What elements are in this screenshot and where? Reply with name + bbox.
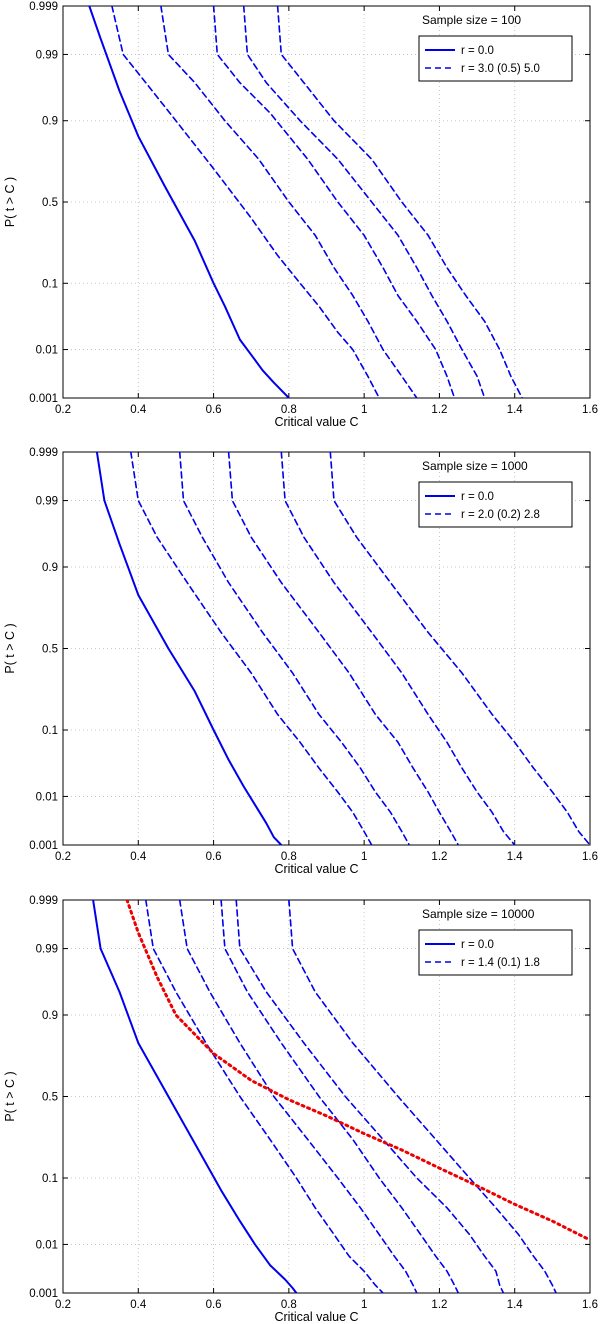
x-tick-label: 0.8 [281,851,297,863]
series-line [130,452,373,845]
y-tick-label: 0.999 [29,447,58,459]
chart-panel: 0.2 0.4 0.6 0.8 1 1.2 1.4 1.6 0.001 0.01 0.1 0.5 0.9… [3,447,598,876]
x-tick-label: 1.4 [507,1299,524,1311]
chart-panel: 0.2 0.4 0.6 0.8 1 1.2 1.4 1.6 0.001 0.01 0.1 0.5 0.9… [3,1,598,429]
series-line [92,900,298,1293]
series-group [92,900,590,1293]
x-tick-label: 0.2 [55,1299,71,1311]
y-tick-label: 0.99 [36,496,58,508]
series-line [88,6,290,398]
series-line [160,6,418,398]
series-line [212,6,456,398]
y-tick-label: 0.9 [42,1010,58,1022]
y-axis-label: P( t > C ) [3,1071,17,1121]
x-tick-label: 1 [361,1299,367,1311]
overlay-curve [125,900,590,1242]
chart-title: Sample size = 10000 [422,907,535,921]
chart-panel: 0.2 0.4 0.6 0.8 1 1.2 1.4 1.6 0.001 0.01 0.1 0.5 0.9… [3,895,598,1324]
series-line [276,6,523,398]
x-tick-label: 0.8 [281,404,297,416]
legend-label: r = 0.0 [461,45,494,57]
series-group [88,6,523,398]
x-tick-label: 1.4 [507,404,524,416]
x-tick-label: 1.6 [582,404,598,416]
y-tick-label: 0.9 [42,562,58,574]
series-line [111,6,380,398]
x-tick-label: 0.2 [55,851,71,863]
y-tick-label: 0.99 [36,49,58,61]
series-line [178,452,411,845]
y-tick-label: 0.99 [36,944,58,956]
y-tick-label: 0.1 [42,725,58,737]
series-line [145,900,384,1293]
y-axis-label: P( t > C ) [3,177,17,227]
y-tick-label: 0.999 [29,1,58,13]
series-line [235,900,505,1293]
legend-label: r = 0.0 [461,939,494,951]
x-tick-label: 1.2 [431,1299,447,1311]
chart-title: Sample size = 100 [422,13,521,27]
legend-label: r = 0.0 [461,491,494,503]
legend-label: r = 2.0 (0.2) 2.8 [461,509,540,521]
series-line [227,452,460,845]
x-axis-label: Critical value C [274,1310,358,1324]
series-group [95,452,590,845]
y-tick-label: 0.01 [36,791,58,803]
x-tick-label: 0.4 [130,404,147,416]
x-tick-label: 1.2 [431,851,447,863]
y-tick-label: 0.1 [42,278,58,290]
y-tick-label: 0.001 [29,393,58,405]
legend-label: r = 1.4 (0.1) 1.8 [461,957,540,969]
x-tick-label: 1.6 [582,1299,598,1311]
y-tick-label: 0.01 [36,345,58,357]
chart-title: Sample size = 1000 [422,459,528,473]
y-tick-label: 0.5 [42,644,58,656]
x-tick-label: 0.8 [281,1299,297,1311]
x-tick-label: 0.6 [206,851,222,863]
legend-box [418,35,573,82]
y-tick-label: 0.5 [42,1092,58,1104]
y-tick-label: 0.1 [42,1173,58,1185]
y-tick-label: 0.001 [29,840,58,852]
x-tick-label: 1 [361,404,367,416]
legend-box [418,929,573,976]
y-tick-label: 0.999 [29,895,58,907]
series-line [242,6,486,398]
x-tick-label: 0.4 [130,851,147,863]
x-tick-label: 1 [361,851,367,863]
y-tick-label: 0.9 [42,116,58,128]
series-line [95,452,283,845]
x-tick-label: 0.6 [206,1299,222,1311]
x-tick-label: 0.2 [55,404,71,416]
x-tick-label: 1.4 [507,851,524,863]
x-tick-label: 1.2 [431,404,447,416]
series-line [220,900,460,1293]
series-line [178,900,418,1293]
x-tick-label: 1.6 [582,851,598,863]
series-line [329,452,590,845]
y-axis-label: P( t > C ) [3,623,17,673]
x-axis-label: Critical value C [274,415,358,429]
y-tick-label: 0.01 [36,1239,58,1251]
series-line [280,452,516,845]
series-line [288,900,557,1293]
legend-label: r = 3.0 (0.5) 5.0 [461,63,540,75]
y-tick-label: 0.001 [29,1288,58,1300]
x-tick-label: 0.4 [130,1299,147,1311]
x-axis-label: Critical value C [274,862,358,876]
x-tick-label: 0.6 [206,404,222,416]
y-tick-label: 0.5 [42,197,58,209]
legend-box [418,481,573,528]
